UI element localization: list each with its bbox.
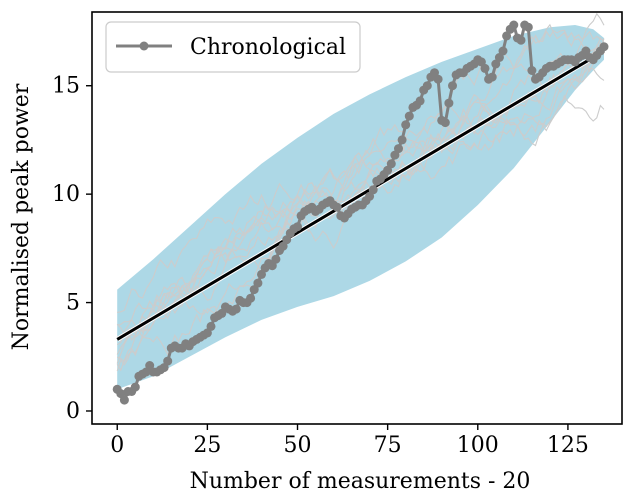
axes-frame: [91, 11, 623, 425]
data-point: [368, 185, 378, 195]
data-point: [509, 20, 519, 30]
data-point: [119, 395, 129, 405]
background-trace: [116, 94, 605, 336]
data-point: [332, 202, 342, 212]
data-point: [527, 66, 537, 75]
legend: Chronological: [105, 21, 361, 73]
data-point: [397, 135, 407, 145]
background-trace: [117, 12, 605, 313]
data-point: [231, 304, 241, 314]
data-point: [498, 46, 508, 56]
x-tick-label: 25: [193, 433, 221, 458]
legend-frame: [105, 21, 361, 73]
data-point: [271, 254, 281, 264]
background-trace: [116, 44, 605, 346]
x-axis-label: Number of measurements - 20: [190, 469, 531, 493]
data-point: [293, 222, 302, 232]
y-tick-label: 10: [52, 182, 80, 207]
y-tick-label: 5: [66, 291, 80, 316]
data-point: [422, 81, 432, 91]
legend-label-chronological: Chronological: [190, 35, 346, 60]
data-point: [444, 98, 454, 108]
data-point: [246, 293, 256, 303]
y-axis-label: Normalised peak power: [9, 83, 34, 350]
data-point: [599, 42, 609, 52]
data-point: [394, 144, 403, 154]
data-point: [480, 63, 490, 73]
x-tick-label: 0: [110, 433, 124, 458]
data-point: [206, 321, 216, 331]
x-tick-label: 75: [374, 433, 402, 458]
y-tick-label: 15: [52, 74, 80, 99]
data-point: [404, 111, 414, 121]
data-point: [516, 35, 526, 45]
background-trace: [116, 38, 605, 372]
x-tick-label: 100: [457, 433, 499, 458]
background-trace: [116, 48, 605, 363]
x-tick-label: 125: [547, 433, 589, 458]
axes: 0 25 50 75 100 125 0 5 10 15: [52, 11, 623, 458]
data-point: [440, 118, 450, 128]
plot-area: [112, 12, 609, 405]
data-point: [401, 120, 411, 130]
plot-inner: [112, 12, 609, 405]
data-point: [163, 356, 173, 366]
data-point: [523, 22, 533, 32]
data-point: [448, 81, 457, 91]
data-point: [415, 96, 425, 106]
x-tick-label: 50: [284, 433, 312, 458]
data-point: [487, 72, 497, 82]
y-tick-label: 0: [66, 399, 80, 424]
data-point: [253, 278, 263, 288]
data-point: [386, 159, 396, 169]
fit-line: [116, 49, 605, 341]
data-point: [502, 31, 512, 41]
legend-marker-chronological: [139, 41, 149, 51]
data-point: [433, 74, 443, 84]
data-point: [130, 382, 140, 392]
background-trace: [116, 67, 605, 343]
